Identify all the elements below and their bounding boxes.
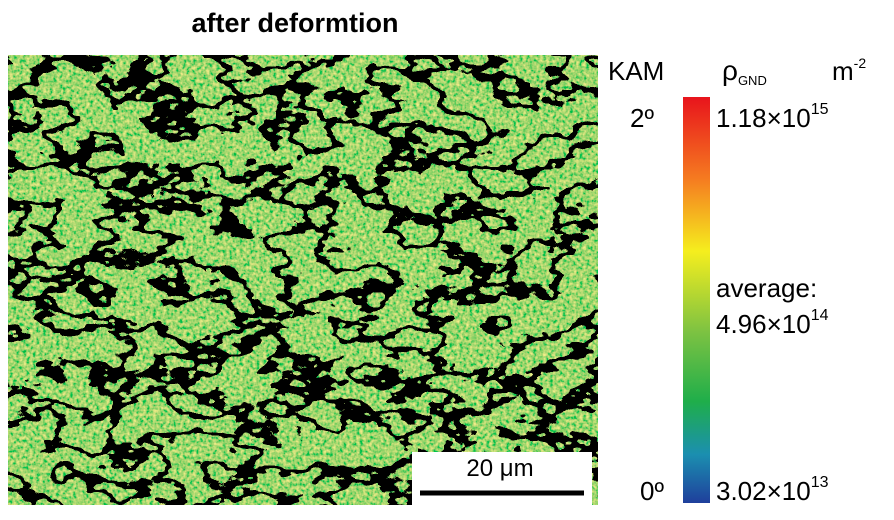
min-label: 3.02×1013 — [716, 474, 829, 506]
kam-label: KAM — [608, 56, 664, 86]
kam-min: 0º — [640, 476, 664, 506]
title: after deformtion — [191, 8, 398, 38]
min-base: 3.02×10 — [716, 476, 811, 506]
max-base: 1.18×10 — [716, 103, 811, 133]
kam-max: 2º — [630, 103, 654, 133]
scale-bar-box — [412, 452, 592, 505]
unit-exponent: -2 — [854, 55, 867, 71]
colorbar — [683, 97, 710, 503]
max-exponent: 15 — [811, 101, 829, 118]
unit: m-2 — [832, 55, 866, 86]
max-label: 1.18×1015 — [716, 101, 829, 133]
density-subscript: GND — [738, 73, 767, 88]
average-exponent: 14 — [811, 307, 829, 324]
min-exponent: 13 — [811, 474, 829, 491]
density-symbol: ρ — [722, 55, 738, 86]
average-label: average: — [716, 273, 817, 303]
density-label: ρGND — [722, 55, 767, 88]
kam-map — [8, 55, 598, 505]
unit-base: m — [832, 56, 854, 86]
scale-bar-label: 20 μm — [466, 455, 533, 482]
average-value: 4.96×1014 — [716, 307, 829, 339]
average-base: 4.96×10 — [716, 309, 811, 339]
